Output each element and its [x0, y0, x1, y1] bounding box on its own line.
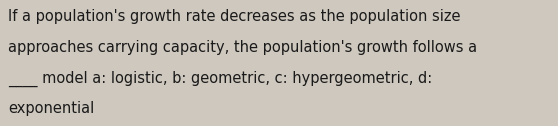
- Text: exponential: exponential: [8, 101, 95, 116]
- Text: ____ model a: logistic, b: geometric, c: hypergeometric, d:: ____ model a: logistic, b: geometric, c:…: [8, 71, 432, 87]
- Text: If a population's growth rate decreases as the population size: If a population's growth rate decreases …: [8, 9, 461, 24]
- Text: approaches carrying capacity, the population's growth follows a: approaches carrying capacity, the popula…: [8, 40, 478, 55]
